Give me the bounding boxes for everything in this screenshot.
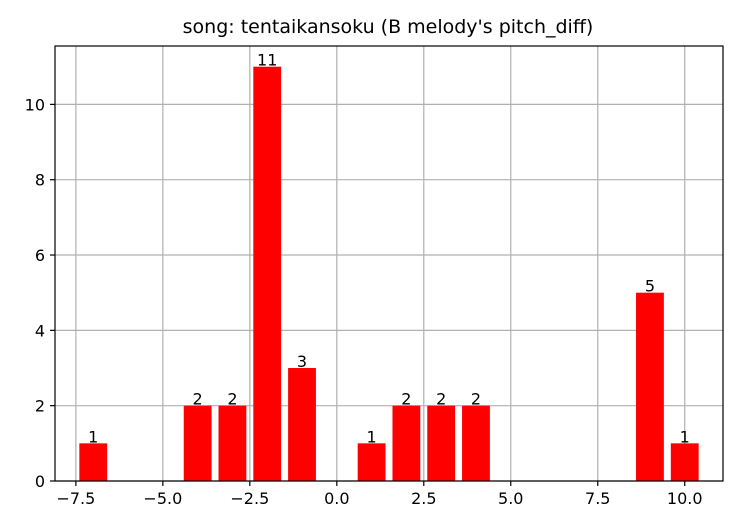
x-tick-label: 0.0 — [324, 489, 349, 508]
bar-value-label: 5 — [645, 277, 655, 296]
bar-value-label: 2 — [193, 390, 203, 409]
bar — [253, 66, 282, 481]
bars — [79, 66, 699, 481]
y-tick-label: 8 — [35, 171, 45, 190]
chart-title: song: tentaikansoku (B melody's pitch_di… — [183, 16, 594, 38]
bar-value-label: 1 — [680, 427, 690, 446]
data-labels: 1 2 2 11 3 1 2 2 2 5 1 — [88, 51, 690, 447]
bar-value-label: 2 — [227, 390, 237, 409]
bar-value-label: 2 — [401, 390, 411, 409]
bar — [288, 368, 316, 481]
bar — [357, 443, 386, 481]
bar — [462, 405, 490, 481]
plot-frame — [54, 45, 724, 482]
bar-value-label: 1 — [367, 427, 377, 446]
bar-value-label: 11 — [257, 51, 277, 70]
bar — [183, 405, 212, 481]
bar-value-label: 3 — [297, 352, 307, 371]
bar-value-label: 2 — [436, 390, 446, 409]
bar — [636, 292, 664, 481]
y-tick-label: 6 — [35, 246, 45, 265]
bar — [392, 405, 421, 481]
bar — [79, 443, 108, 481]
axes: −7.5 −5.0 −2.5 0.0 2.5 5.0 7.5 10.0 0 2 4 6 8 10 — [25, 95, 703, 508]
bar-value-label: 1 — [88, 427, 98, 446]
x-tick-label: −2.5 — [230, 489, 269, 508]
bar — [670, 443, 699, 481]
bar — [427, 405, 456, 481]
x-tick-label: 7.5 — [585, 489, 610, 508]
x-tick-label: 10.0 — [667, 489, 703, 508]
y-tick-label: 10 — [25, 95, 45, 114]
grid-lines — [55, 46, 723, 482]
x-tick-label: 5.0 — [498, 489, 523, 508]
x-tick-label: 2.5 — [411, 489, 436, 508]
y-tick-label: 4 — [35, 321, 45, 340]
y-tick-label: 2 — [35, 397, 45, 416]
x-tick-label: −7.5 — [56, 489, 95, 508]
bar — [218, 405, 247, 481]
bar-value-label: 2 — [471, 390, 481, 409]
x-tick-label: −5.0 — [143, 489, 182, 508]
y-tick-label: 0 — [35, 472, 45, 491]
